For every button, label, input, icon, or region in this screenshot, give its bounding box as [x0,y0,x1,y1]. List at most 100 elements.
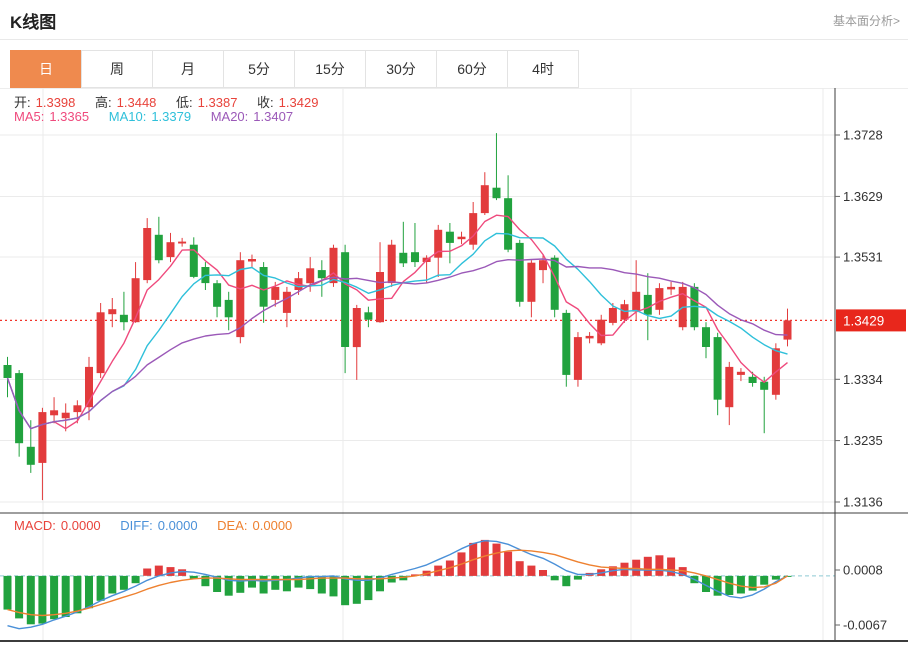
candle-body [178,241,187,244]
macd-hist-bar [294,575,303,588]
candle-body [317,270,326,279]
high-label: 高: [95,95,112,110]
macd-hist-bar [387,575,396,583]
macd-hist-bar [527,565,536,576]
macd-hist-bar [154,565,163,576]
ma20-value: 1.3407 [253,109,294,124]
candle-body [329,247,338,284]
candle-body [271,286,280,300]
candle-body [434,229,443,258]
candle-body [387,244,396,284]
candle-body [457,236,466,240]
price-tick-label: 1.3728 [843,128,883,143]
macd-hist-bar [515,561,524,576]
candle-body [608,308,617,323]
candle-body [504,198,513,250]
macd-hist-bar [329,575,338,597]
ma20-line [6,258,788,430]
candle-body [119,314,128,323]
macd-hist-bar [655,555,664,576]
candle-body [469,213,478,245]
price-tick-label: 1.3334 [843,372,883,387]
candle-body [399,252,408,264]
candle-body [248,259,256,262]
macd-hist-bar [562,575,571,587]
dea-value: 0.0000 [252,518,293,533]
tab-15分[interactable]: 15分 [294,50,366,88]
candle-body [96,312,105,374]
candle-body [725,366,734,408]
candle-body [236,260,245,338]
macd-hist-bar [108,575,117,594]
tabbar-underline [0,88,908,89]
candle-body [259,267,268,307]
macd-hist-bar [352,575,361,604]
macd-value: 0.0000 [60,518,101,533]
macd-label: MACD: [14,518,56,533]
low-label: 低: [176,95,193,110]
macd-hist-bar [282,575,291,592]
tab-4时[interactable]: 4时 [507,50,579,88]
candle-body [352,308,361,348]
candle-body [189,244,198,277]
candle-body [364,312,373,320]
macd-hist-bar [667,557,676,576]
current-price-badge-label: 1.3429 [843,313,884,328]
macd-hist-bar [632,559,641,576]
candle-body [306,268,315,284]
tab-月[interactable]: 月 [152,50,224,88]
macd-hist-bar [224,575,233,596]
candle-body [632,291,641,312]
macd-hist-bar [573,575,582,580]
macd-hist-bar [189,575,198,579]
price-tick-label: 1.3531 [843,250,883,265]
tab-日[interactable]: 日 [10,50,82,88]
high-value: 1.3448 [116,95,157,110]
candle-body [783,320,792,340]
macd-hist-bar [61,575,70,617]
macd-hist-bar [131,575,140,584]
ma5-label: MA5: [14,109,45,124]
candle-body [492,187,501,199]
current-price-badge [836,309,906,332]
macd-legend: MACD: 0.0000 DIFF: 0.0000 DEA: 0.0000 [14,518,297,533]
macd-hist-bar [376,575,384,592]
tab-30分[interactable]: 30分 [365,50,437,88]
macd-hist-bar [504,551,513,576]
candle-body [597,319,606,344]
candle-body [736,371,745,375]
page-title: K线图 [10,13,57,32]
fundamental-analysis-link[interactable]: 基本面分析> [832,14,900,28]
dea-line [7,549,788,617]
candle-body [667,286,676,290]
price-tick-label: 1.3629 [843,189,883,204]
macd-hist-bar [539,570,547,576]
candle-body [713,337,722,400]
header-divider [0,39,908,40]
candle-body [15,373,24,444]
candle-body [282,291,291,313]
candle-body [655,288,664,310]
candle-body [445,231,454,243]
macd-hist-bar [26,575,35,625]
ma10-line [6,232,788,430]
candle-body [760,381,769,390]
macd-hist-bar [492,543,501,576]
ma10-label: MA10: [108,109,147,124]
candle-body [585,335,594,339]
tab-周[interactable]: 周 [81,50,153,88]
macd-tick-label: -0.0067 [843,618,887,633]
tab-60分[interactable]: 60分 [436,50,508,88]
candle-body [748,376,757,383]
candle-body [3,365,12,378]
candle-body [224,299,233,318]
tab-5分[interactable]: 5分 [223,50,295,88]
candle-body [562,312,571,375]
macd-hist-bar [271,575,280,590]
candle-body [643,294,652,315]
ohlc-legend: 开: 1.3398 高: 1.3448 低: 1.3387 收: 1.3429 [14,92,323,111]
macd-hist-bar [38,575,47,624]
candle-body [213,283,222,307]
candle-body [143,228,152,281]
